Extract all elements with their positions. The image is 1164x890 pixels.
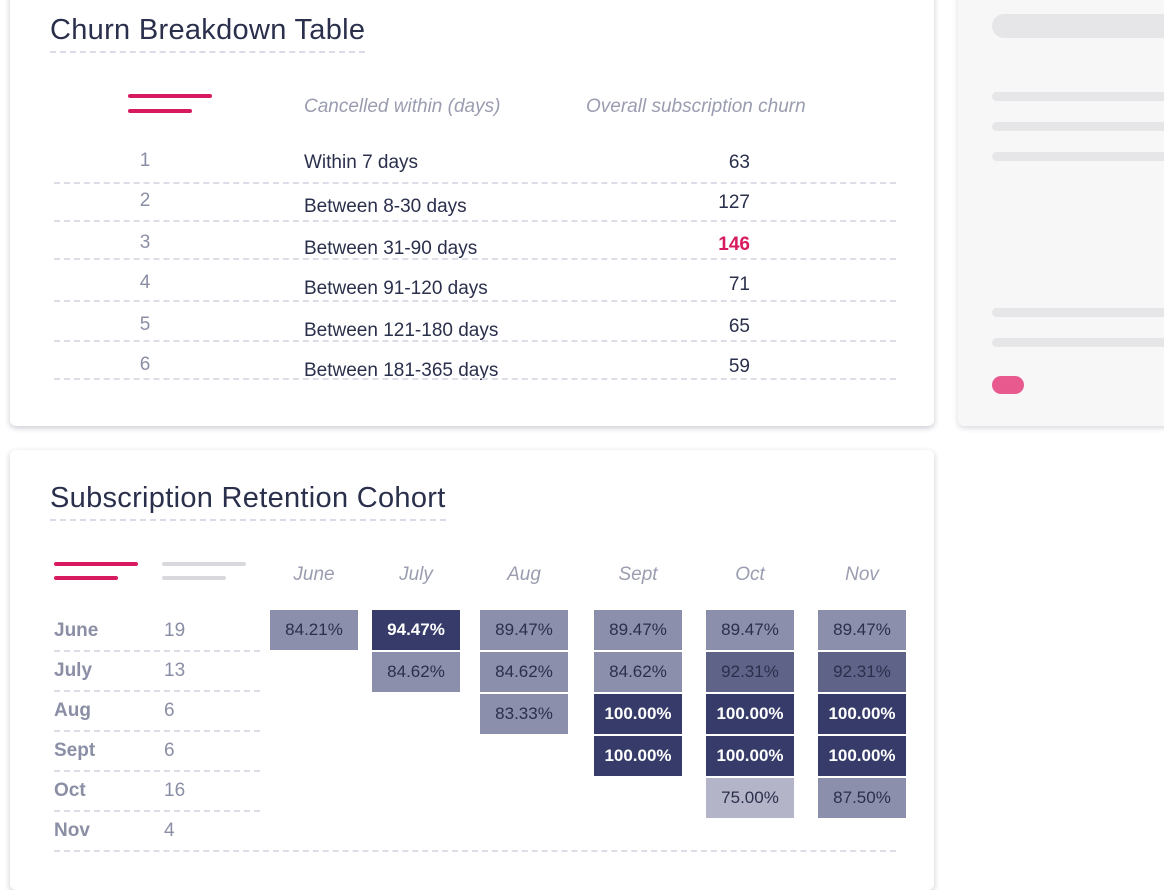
heatmap-cell: 100.00% — [818, 736, 906, 776]
skeleton-line — [992, 152, 1164, 161]
heatmap-cell: 89.47% — [818, 610, 906, 650]
row-index: 1 — [139, 150, 151, 171]
row-divider — [54, 378, 896, 380]
month-column-header: Oct — [735, 564, 765, 585]
cohort-row-count: 16 — [164, 780, 186, 801]
heatmap-cell: 100.00% — [706, 736, 794, 776]
heatmap-cell: 89.47% — [480, 610, 568, 650]
row-index: 3 — [139, 232, 151, 253]
row-churn-value: 127 — [718, 192, 750, 213]
cohort-row-count: 13 — [164, 660, 186, 681]
month-column-header: Aug — [507, 564, 541, 585]
heatmap-cell: 92.31% — [706, 652, 794, 692]
column-header-cancelled: Cancelled within (days) — [304, 96, 501, 117]
heatmap-cell: 89.47% — [594, 610, 682, 650]
skeleton-pill — [992, 376, 1024, 394]
skeleton-line — [992, 308, 1164, 317]
skeleton-header — [992, 14, 1164, 38]
cohort-row-divider — [54, 770, 260, 772]
heatmap-cell: 84.62% — [480, 652, 568, 692]
column-header-churn: Overall subscription churn — [586, 96, 806, 117]
cohort-row-label: Aug — [54, 700, 91, 721]
cohort-row-divider — [54, 730, 260, 732]
legend-bar-muted — [162, 576, 226, 580]
cohort-row-divider — [54, 690, 260, 692]
row-label: Between 8-30 days — [304, 196, 467, 217]
row-label: Between 181-365 days — [304, 360, 499, 381]
row-label: Within 7 days — [304, 152, 419, 173]
cohort-row-divider — [54, 850, 896, 852]
cohort-row-label: Nov — [54, 820, 90, 841]
heatmap-cell: 87.50% — [818, 778, 906, 818]
card-title: Subscription Retention Cohort — [50, 482, 446, 521]
cohort-row-label: Oct — [54, 780, 86, 801]
cohort-row-count: 4 — [164, 820, 175, 841]
heatmap-cell: 94.47% — [372, 610, 460, 650]
row-churn-value: 65 — [728, 316, 750, 337]
heatmap-cell: 100.00% — [818, 694, 906, 734]
row-divider — [54, 220, 896, 222]
cohort-row-label: July — [54, 660, 93, 681]
row-label: Between 91-120 days — [304, 278, 488, 299]
heatmap-cell: 89.47% — [706, 610, 794, 650]
month-column-header: Sept — [618, 564, 658, 585]
retention-cohort-card: Subscription Retention Cohort June July Au… — [10, 450, 934, 890]
heatmap-cell: 75.00% — [706, 778, 794, 818]
churn-breakdown-card: Churn Breakdown Table Cancelled within (… — [10, 0, 934, 426]
row-divider — [54, 300, 896, 302]
legend-bar — [128, 109, 192, 113]
legend-bar — [54, 562, 138, 566]
cohort-row-count: 6 — [164, 700, 175, 721]
skeleton-line — [992, 122, 1164, 131]
cohort-row-count: 19 — [164, 620, 186, 641]
row-divider — [54, 182, 896, 184]
row-churn-value: 71 — [728, 274, 750, 295]
cohort-row-label: Sept — [54, 740, 96, 761]
legend-bar — [128, 94, 212, 98]
cohort-row-divider — [54, 650, 260, 652]
row-label: Between 31-90 days — [304, 238, 478, 259]
row-index: 6 — [139, 354, 151, 375]
month-column-header: June — [293, 564, 335, 585]
legend-bar — [54, 576, 118, 580]
legend-bar-muted — [162, 562, 246, 566]
cohort-row-label: June — [54, 620, 99, 641]
row-index: 4 — [139, 272, 151, 293]
heatmap-cell: 100.00% — [594, 694, 682, 734]
heatmap-cell: 100.00% — [706, 694, 794, 734]
cohort-row-divider — [54, 810, 260, 812]
cohort-row-count: 6 — [164, 740, 175, 761]
heatmap-cell: 83.33% — [480, 694, 568, 734]
heatmap-cell: 84.62% — [372, 652, 460, 692]
row-label: Between 121-180 days — [304, 320, 499, 341]
row-index: 5 — [139, 314, 151, 335]
card-title: Churn Breakdown Table — [50, 14, 366, 53]
heatmap-cell: 84.62% — [594, 652, 682, 692]
row-churn-value: 146 — [718, 234, 750, 255]
heatmap-cell: 92.31% — [818, 652, 906, 692]
heatmap-cell: 100.00% — [594, 736, 682, 776]
row-churn-value: 59 — [728, 356, 750, 377]
skeleton-line — [992, 338, 1164, 347]
row-divider — [54, 258, 896, 260]
month-column-header: July — [399, 564, 433, 585]
month-column-header: Nov — [845, 564, 879, 585]
side-panel-placeholder — [958, 0, 1164, 426]
skeleton-line — [992, 92, 1164, 101]
row-divider — [54, 340, 896, 342]
heatmap-cell: 84.21% — [270, 610, 358, 650]
row-churn-value: 63 — [728, 152, 750, 173]
row-index: 2 — [139, 190, 151, 211]
